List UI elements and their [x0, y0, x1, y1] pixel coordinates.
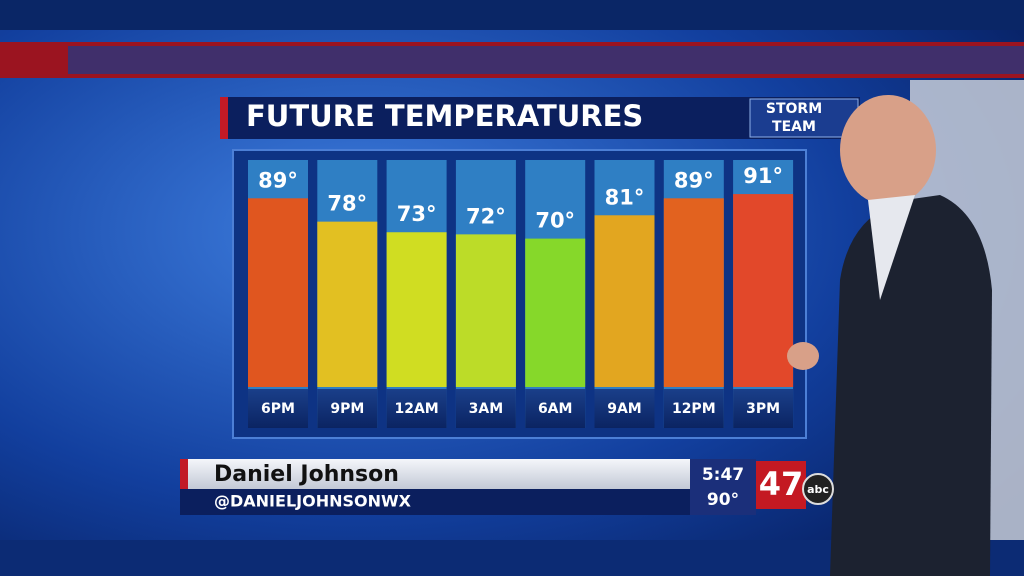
category-box: [386, 389, 447, 428]
name-bar: [180, 459, 690, 489]
category-box: [317, 389, 378, 428]
category-box: [663, 389, 724, 428]
presenter-name: Daniel Johnson: [214, 462, 399, 487]
presenter-handle: @DANIELJOHNSONWX: [214, 492, 412, 511]
logo-box: [749, 98, 859, 138]
channel-box: [756, 461, 806, 509]
channel: 47: [759, 465, 804, 503]
x-tick-label: 12PM: [672, 401, 716, 417]
network-logo: [802, 473, 834, 505]
x-tick-label: 6AM: [538, 401, 573, 417]
value-label: 81°: [605, 185, 645, 209]
x-tick-label: 3PM: [746, 401, 780, 417]
bar: [455, 234, 516, 387]
value-label: 89°: [674, 168, 714, 192]
value-label: 73°: [397, 202, 437, 226]
x-tick-label: 3AM: [469, 401, 504, 417]
category-box: [455, 389, 516, 428]
logo-line: STORM: [766, 101, 822, 117]
value-label: 89°: [258, 168, 298, 192]
category-box: [594, 389, 655, 428]
value-label: 72°: [466, 204, 506, 228]
handle-bar: [180, 489, 690, 515]
top-band: [0, 0, 1024, 30]
time-box: [690, 459, 756, 515]
presenter-hand: [787, 342, 819, 370]
chart: 89° 6PM 78° 9PM 73° 12AM 72° 3AM 70° 6AM 81° 9AM 89°…: [248, 160, 794, 428]
bar: [525, 238, 586, 387]
category-box: [525, 389, 586, 428]
name-accent: [180, 459, 188, 489]
presenter-shirt: [868, 195, 915, 300]
bar: [248, 198, 308, 387]
value-label: 91°: [743, 164, 783, 188]
presenter-head: [840, 95, 936, 205]
bar: [594, 215, 655, 387]
logo-line: TEAM: [772, 119, 816, 135]
chart-title: FUTURE TEMPERATURES: [246, 99, 643, 133]
network: abc: [807, 483, 829, 496]
x-tick-label: 9PM: [330, 401, 364, 417]
blue-stripe: [68, 46, 1024, 74]
bar: [386, 232, 447, 387]
temperature: 90°: [707, 490, 739, 510]
value-label: 78°: [327, 192, 367, 216]
value-label: 70°: [535, 209, 575, 233]
presenter-suit: [830, 195, 992, 576]
x-tick-label: 12AM: [394, 401, 438, 417]
bar: [733, 194, 794, 387]
title-accent: [220, 97, 228, 139]
x-tick-label: 6PM: [261, 401, 295, 417]
time: 5:47: [702, 465, 744, 485]
bar: [317, 221, 378, 387]
x-tick-label: 9AM: [607, 401, 642, 417]
category-box: [248, 389, 308, 428]
bar: [663, 198, 724, 387]
category-box: [733, 389, 794, 428]
